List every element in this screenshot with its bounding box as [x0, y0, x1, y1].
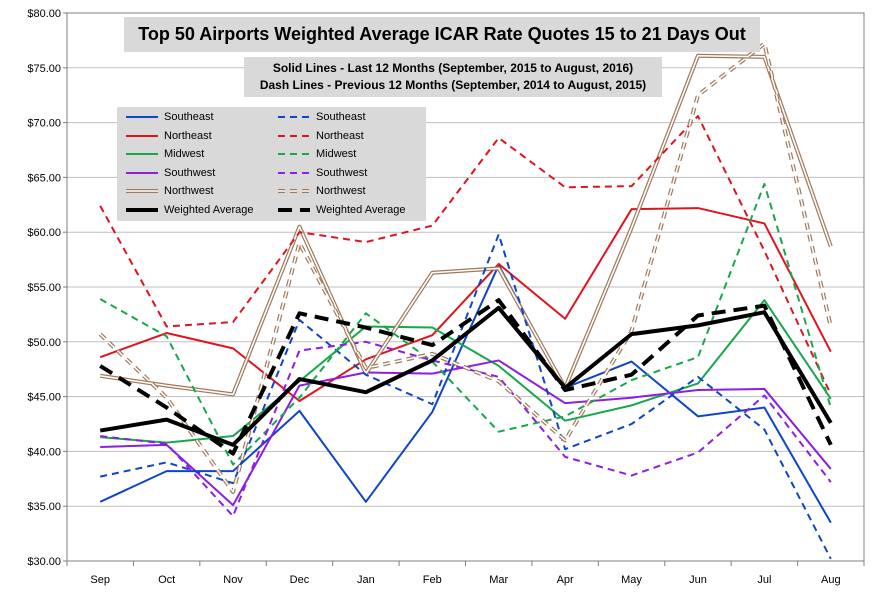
- y-tick-label: $65.00: [27, 172, 61, 184]
- series-line-inner-northwest-prev: [99, 42, 832, 493]
- series-lines: [98, 41, 833, 560]
- series-line-southeast-prev: [99, 233, 832, 560]
- legend-label: Southwest: [164, 166, 216, 179]
- x-tick-label: Dec: [290, 574, 310, 586]
- x-tick-label: Jul: [757, 574, 771, 586]
- subtitle-line-2: Dash Lines - Previous 12 Months (Septemb…: [259, 78, 647, 92]
- legend-entry: Northeast: [277, 127, 364, 145]
- chart-legend: Southeast Northeast Midwest Southwest Northw…: [117, 107, 426, 221]
- legend-swatch: [126, 207, 158, 212]
- y-tick-label: $55.00: [27, 282, 61, 294]
- x-tick-label: Jan: [357, 574, 375, 586]
- legend-label: Midwest: [164, 148, 205, 160]
- legend-entry: Northeast: [125, 127, 212, 145]
- x-tick-label: Aug: [821, 574, 841, 586]
- legend-swatch: [278, 171, 310, 174]
- series-line-northeast-last: [99, 207, 832, 402]
- y-axis-ticks: $30.00 $35.00 $40.00 $45.00 $50.00 $55.00 $60.…: [27, 8, 67, 568]
- x-tick-label: Sep: [90, 574, 110, 586]
- y-tick-label: $40.00: [27, 446, 61, 458]
- legend-entry: Southeast: [125, 108, 214, 126]
- y-tick-label: $70.00: [27, 118, 61, 130]
- legend-swatch: [126, 153, 158, 155]
- x-tick-label: May: [621, 574, 642, 586]
- y-tick-label: $45.00: [27, 392, 61, 404]
- legend-label: Southeast: [164, 111, 214, 123]
- y-tick-label: $30.00: [27, 556, 61, 568]
- legend-entry: Midwest: [125, 145, 204, 163]
- series-line-midwest-prev: [99, 182, 832, 466]
- x-tick-label: Nov: [223, 574, 243, 586]
- legend-swatch: [126, 171, 158, 174]
- series-line-weighted-average-prev: [99, 298, 833, 456]
- x-tick-label: Apr: [557, 574, 574, 586]
- legend-entry: Southwest: [277, 164, 367, 182]
- series-line-inner-northwest-last: [100, 54, 832, 396]
- chart-subtitle: Solid Lines - Last 12 Months (September,…: [244, 57, 662, 97]
- chart-title: Top 50 Airports Weighted Average ICAR Ra…: [124, 17, 760, 52]
- legend-label: Southwest: [316, 166, 368, 179]
- legend-label: Northwest: [164, 185, 214, 197]
- legend-swatch: [278, 189, 310, 193]
- legend-entry: Northwest: [277, 182, 366, 200]
- legend-label: Northwest: [316, 185, 366, 197]
- legend-entry: Southwest: [125, 164, 215, 182]
- legend-label: Midwest: [316, 148, 357, 160]
- x-tick-label: Feb: [423, 574, 442, 586]
- subtitle-line-1: Solid Lines - Last 12 Months (September,…: [272, 61, 634, 75]
- legend-entry: Weighted Average: [125, 201, 254, 219]
- legend-swatch: [278, 116, 310, 118]
- series-line-midwest-last: [100, 299, 832, 444]
- legend-label: Northeast: [164, 129, 212, 142]
- y-tick-label: $60.00: [27, 227, 61, 239]
- y-tick-label: $75.00: [27, 63, 61, 75]
- x-tick-label: Jun: [689, 574, 707, 586]
- series-line-southwest-prev: [100, 340, 832, 518]
- legend-swatch: [278, 134, 310, 137]
- legend-entry: Northwest: [125, 182, 214, 200]
- y-tick-label: $35.00: [27, 501, 61, 513]
- legend-swatch: [278, 207, 310, 212]
- x-tick-label: Mar: [489, 574, 508, 586]
- legend-swatch: [278, 153, 310, 155]
- legend-label: Weighted Average: [316, 203, 406, 216]
- legend-label: Northeast: [316, 129, 364, 142]
- legend-label: Southeast: [316, 111, 366, 123]
- legend-label: Weighted Average: [164, 203, 254, 216]
- x-tick-label: Oct: [158, 574, 175, 586]
- y-tick-label: $80.00: [27, 8, 61, 20]
- legend-entry: Midwest: [277, 145, 356, 163]
- y-tick-label: $50.00: [27, 337, 61, 349]
- x-axis-ticks: Sep Oct Nov Dec Jan Feb Mar Apr May Jun Jul Aug: [66, 561, 865, 586]
- legend-swatch: [126, 134, 158, 137]
- series-line-northeast-prev: [99, 115, 832, 395]
- legend-swatch: [126, 116, 158, 118]
- series-line-weighted-average-last: [99, 305, 833, 447]
- legend-swatch: [126, 189, 158, 193]
- legend-entry: Southeast: [277, 108, 366, 126]
- series-line-southeast-last: [99, 264, 832, 524]
- legend-entry: Weighted Average: [277, 201, 406, 219]
